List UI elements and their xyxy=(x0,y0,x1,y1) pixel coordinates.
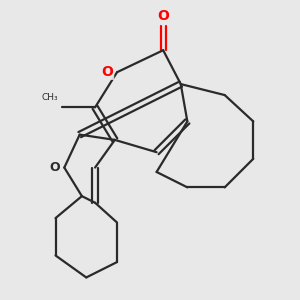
Text: O: O xyxy=(157,9,169,22)
Text: O: O xyxy=(102,65,113,79)
Text: O: O xyxy=(49,161,60,174)
Text: CH₃: CH₃ xyxy=(42,93,58,102)
